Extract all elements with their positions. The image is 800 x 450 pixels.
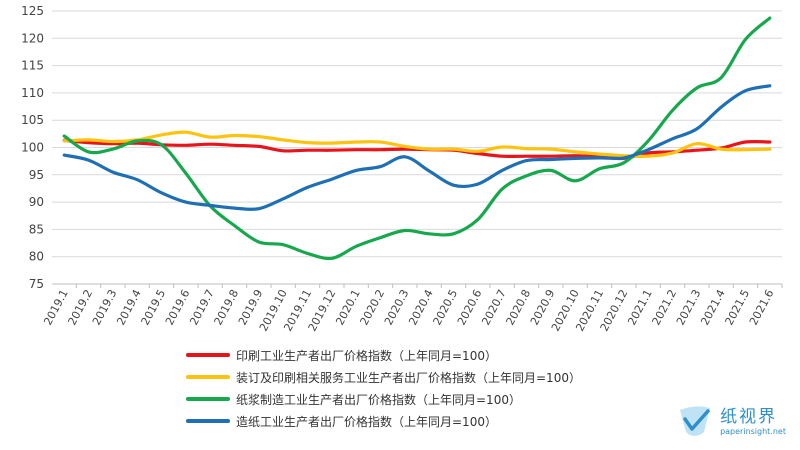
legend-label: 装订及印刷相关服务工业生产者出厂价格指数（上年同月=100）	[236, 370, 581, 385]
watermark-url: paperinsight.net	[720, 427, 786, 436]
y-tick-label: 75	[29, 277, 44, 291]
y-tick-label: 90	[29, 195, 44, 209]
series-line	[62, 130, 772, 158]
y-tick-label: 115	[21, 59, 44, 73]
series-lines	[62, 16, 772, 261]
legend-swatch	[186, 397, 230, 401]
y-tick-label: 120	[21, 31, 44, 45]
y-tick-label: 80	[29, 250, 44, 264]
legend: 印刷工业生产者出厂价格指数（上年同月=100） 装订及印刷相关服务工业生产者出厂价…	[186, 344, 581, 432]
y-tick-label: 95	[29, 168, 44, 182]
x-axis: 2019.12019.22019.32019.42019.52019.62019…	[41, 283, 783, 334]
legend-item: 装订及印刷相关服务工业生产者出厂价格指数（上年同月=100）	[186, 366, 581, 388]
legend-label: 纸浆制造工业生产者出厂价格指数（上年同月=100）	[236, 392, 521, 407]
legend-item: 造纸工业生产者出厂价格指数（上年同月=100）	[186, 410, 581, 432]
legend-item: 纸浆制造工业生产者出厂价格指数（上年同月=100）	[186, 388, 581, 410]
y-axis: 75 80 85 90 95 100 105 110 115 120 125	[21, 4, 44, 291]
y-tick-label: 125	[21, 4, 44, 18]
y-tick-label: 100	[21, 141, 44, 155]
y-tick-label: 110	[21, 86, 44, 100]
legend-swatch	[186, 419, 230, 423]
series-line	[62, 16, 772, 261]
paperinsight-logo-icon	[680, 406, 711, 436]
series-line	[62, 84, 772, 211]
legend-swatch	[186, 353, 230, 357]
legend-item: 印刷工业生产者出厂价格指数（上年同月=100）	[186, 344, 581, 366]
legend-label: 印刷工业生产者出厂价格指数（上年同月=100）	[236, 348, 497, 363]
y-tick-label: 85	[29, 222, 44, 236]
legend-label: 造纸工业生产者出厂价格指数（上年同月=100）	[236, 414, 497, 429]
watermark-name: 纸视界	[720, 407, 778, 427]
y-tick-label: 105	[21, 113, 44, 127]
legend-swatch	[186, 375, 230, 379]
watermark: 纸视界 paperinsight.net	[676, 402, 786, 442]
